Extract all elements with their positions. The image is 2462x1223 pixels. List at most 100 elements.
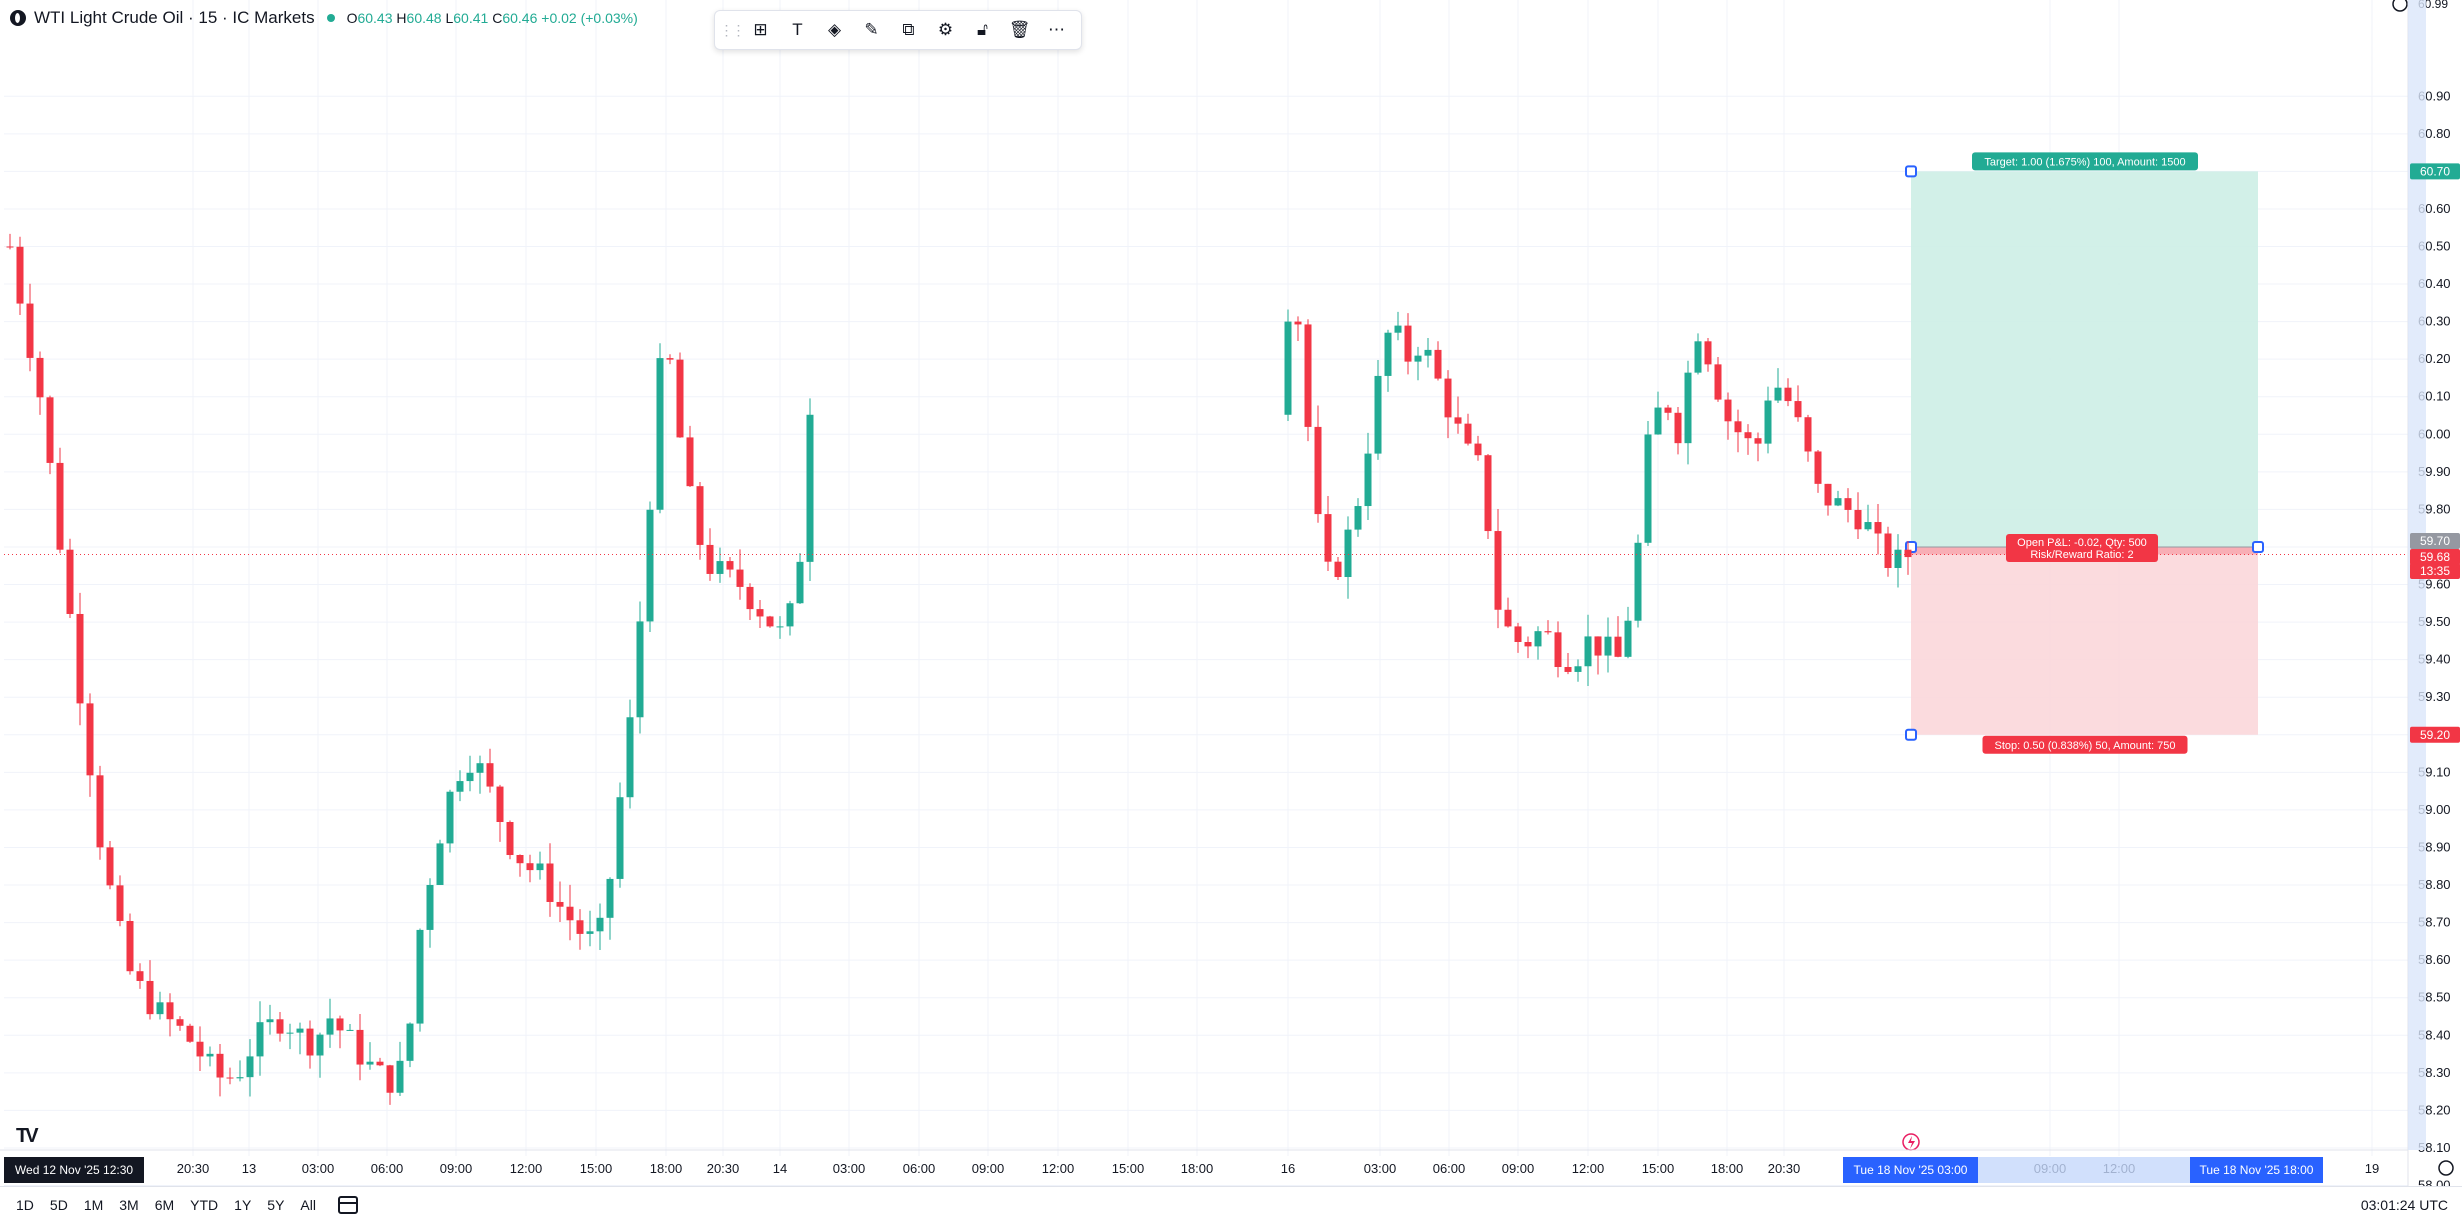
range-1d-button[interactable]: 1D: [16, 1197, 34, 1213]
candle-body: [766, 616, 774, 627]
candle-body: [1294, 321, 1302, 325]
candle-body: [366, 1061, 374, 1065]
axis-settings-icon[interactable]: [2438, 1160, 2454, 1176]
range-end-label-bg: [2190, 1157, 2323, 1183]
candle-body: [156, 1002, 164, 1015]
candle-body: [756, 609, 764, 617]
candle-body: [1664, 407, 1672, 413]
long-position-tool[interactable]: [1905, 165, 2264, 741]
price-tick-label: 59.10: [2418, 764, 2451, 779]
candle-body: [546, 863, 554, 902]
candle-body: [1304, 324, 1312, 427]
line-color-icon[interactable]: ✎: [864, 20, 879, 39]
lightning-icon: [1908, 1136, 1915, 1149]
candle-body: [1634, 542, 1642, 621]
position-handle[interactable]: [1905, 165, 1917, 178]
utc-clock[interactable]: 03:01:24 UTC: [2360, 1197, 2448, 1213]
price-tick-label: 59.90: [2418, 464, 2451, 479]
entry-price-tag-bg: [2410, 532, 2460, 549]
time-tick-label: 15:00: [1642, 1161, 1675, 1176]
candle-body: [186, 1025, 194, 1042]
candle-body: [1334, 561, 1342, 578]
range-1m-button[interactable]: 1M: [83, 1197, 104, 1213]
calendar-icon[interactable]: [337, 1196, 358, 1214]
candle-body: [466, 772, 474, 782]
text-icon[interactable]: T: [792, 20, 803, 39]
fill-color-icon[interactable]: ◈: [827, 20, 842, 39]
object-tree-icon[interactable]: ⊞: [753, 20, 768, 39]
range-6m-button[interactable]: 6M: [154, 1197, 175, 1213]
stop-label-bg: [1982, 735, 2188, 754]
price-tick-label: 60.90: [2418, 88, 2451, 103]
candle-body: [1414, 355, 1422, 362]
stop-price-tag-bg: [2410, 726, 2460, 743]
current-price-tag-bg: [2410, 548, 2460, 565]
price-tick-label: 59.50: [2418, 614, 2451, 629]
price-tick-label: 58.30: [2418, 1065, 2451, 1080]
time-tick-label: 20:30: [707, 1161, 740, 1176]
candle-body: [1534, 631, 1542, 647]
candle-body: [116, 885, 124, 921]
more-icon[interactable]: ⋯: [1048, 20, 1065, 39]
tradingview-logo[interactable]: TV: [16, 1125, 38, 1147]
candle-body: [36, 357, 44, 398]
candle-body: [216, 1053, 224, 1078]
candle-body: [396, 1060, 404, 1093]
price-tick-top-label: 60.99: [2418, 0, 2448, 11]
candle-body: [1284, 321, 1292, 415]
current-price-tag: 59.68: [2420, 550, 2450, 564]
symbol-title[interactable]: WTI Light Crude Oil · 15 · IC Markets: [34, 8, 315, 27]
position-handle[interactable]: [2252, 540, 2264, 553]
price-tick-label: 60.00: [2418, 426, 2451, 441]
candle-body: [646, 509, 654, 622]
chart-settings-icon[interactable]: [2392, 0, 2408, 12]
settings-icon[interactable]: ⚙: [937, 20, 954, 39]
target-price-tag-bg: [2410, 163, 2460, 180]
price-tick-label: 60.20: [2418, 351, 2451, 366]
time-tick-label: 09:00: [440, 1161, 473, 1176]
time-tick-label: 15:00: [580, 1161, 613, 1176]
candle-body: [1604, 636, 1612, 656]
candle-body: [416, 929, 424, 1024]
range-all-button[interactable]: All: [300, 1197, 316, 1213]
lock-icon[interactable]: 🔓︎: [976, 20, 989, 39]
candle-body: [126, 920, 134, 972]
candle-body: [286, 1032, 294, 1034]
delete-icon[interactable]: 🗑︎: [1008, 20, 1031, 39]
price-tick-label: 60.50: [2418, 239, 2451, 254]
position-handle[interactable]: [1905, 728, 1917, 741]
candle-body: [1484, 455, 1492, 532]
candle-body: [1474, 443, 1482, 456]
candle-body: [1424, 349, 1432, 356]
range-1y-button[interactable]: 1Y: [234, 1197, 252, 1213]
time-tick-label: 19: [2365, 1161, 2379, 1176]
candle-body: [136, 971, 144, 981]
candle-body: [1744, 432, 1752, 439]
time-tick-label: 18:00: [1711, 1161, 1744, 1176]
candle-body: [776, 626, 784, 628]
time-tick-label: 12:00: [1042, 1161, 1075, 1176]
time-tick-label: 12:00: [1572, 1161, 1605, 1176]
range-5y-button[interactable]: 5Y: [267, 1197, 285, 1213]
target-label: Target: 1.00 (1.675%) 100, Amount: 1500: [1972, 152, 2198, 171]
price-tick-label: 58.50: [2418, 990, 2451, 1005]
add-alert-icon[interactable]: ⧉: [902, 20, 915, 39]
candle-body: [1624, 620, 1632, 657]
candle-body: [386, 1065, 394, 1093]
candle-body: [696, 486, 704, 545]
candle-body: [26, 303, 34, 358]
candle-body: [536, 863, 544, 871]
candle-body: [1444, 378, 1452, 418]
range-5d-button[interactable]: 5D: [49, 1197, 68, 1213]
candle-body: [1824, 483, 1832, 506]
range-ytd-button[interactable]: YTD: [190, 1197, 219, 1213]
candle-body: [1704, 341, 1712, 365]
drag-grip-icon[interactable]: ⋮⋮: [719, 21, 746, 38]
candle-body: [1404, 325, 1412, 362]
candle-body: [606, 878, 614, 918]
candle-body: [1314, 426, 1322, 515]
range-3m-button[interactable]: 3M: [119, 1197, 139, 1213]
candle-body: [716, 561, 724, 574]
